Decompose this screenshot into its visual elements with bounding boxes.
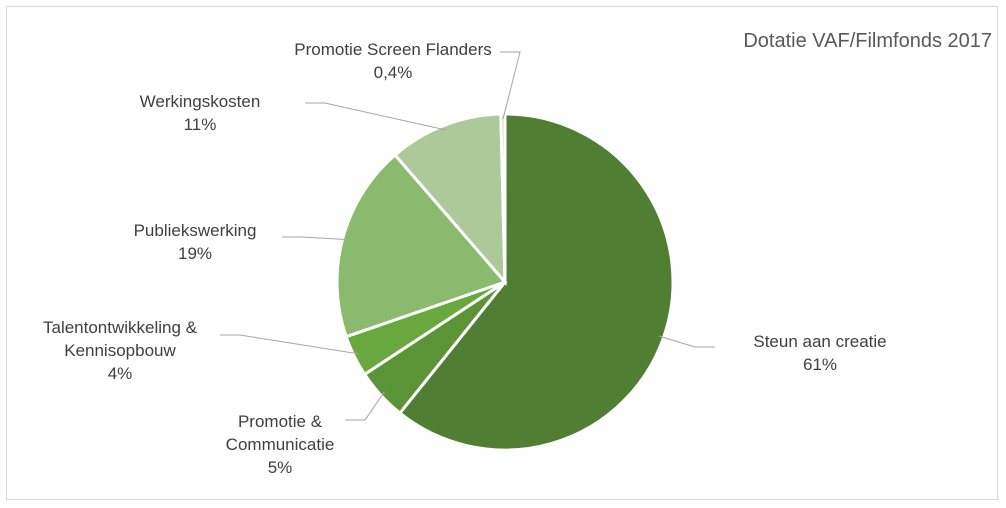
leader-line: [305, 102, 447, 131]
chart-title: Dotatie VAF/Filmfonds 2017: [743, 30, 992, 52]
category-label: Promotie & Communicatie: [225, 412, 335, 454]
chart-border: [6, 6, 998, 500]
data-label: Publiekswerking 19%: [95, 219, 295, 265]
leader-line: [345, 391, 385, 421]
pie-slice: [499, 112, 507, 283]
value-label: 11%: [183, 115, 217, 134]
leader-line: [658, 335, 715, 348]
leader-line: [282, 236, 348, 241]
value-label: 5%: [267, 458, 293, 477]
data-label: Talentontwikkeling & Kennisopbouw 4%: [15, 316, 225, 385]
value-label: 61%: [802, 355, 838, 374]
value-label: 19%: [177, 244, 213, 263]
category-label: Promotie Screen Flanders: [294, 40, 492, 59]
value-label: 0,4%: [373, 63, 413, 82]
category-label: Werkingskosten: [139, 92, 261, 111]
leader-line: [500, 51, 521, 120]
pie-slice: [392, 112, 507, 287]
data-label: Promotie Screen Flanders 0,4%: [253, 38, 533, 84]
category-label: Publiekswerking: [133, 221, 257, 240]
category-label: Talentontwikkeling & Kennisopbouw: [42, 318, 198, 360]
pie-slice: [335, 152, 508, 339]
data-label: Promotie & Communicatie 5%: [210, 410, 350, 479]
category-label: Steun aan creatie: [753, 332, 887, 351]
leader-line: [220, 334, 359, 355]
value-label: 4%: [107, 364, 133, 383]
data-label: Steun aan creatie 61%: [720, 330, 920, 376]
data-label: Werkingskosten 11%: [100, 90, 300, 136]
